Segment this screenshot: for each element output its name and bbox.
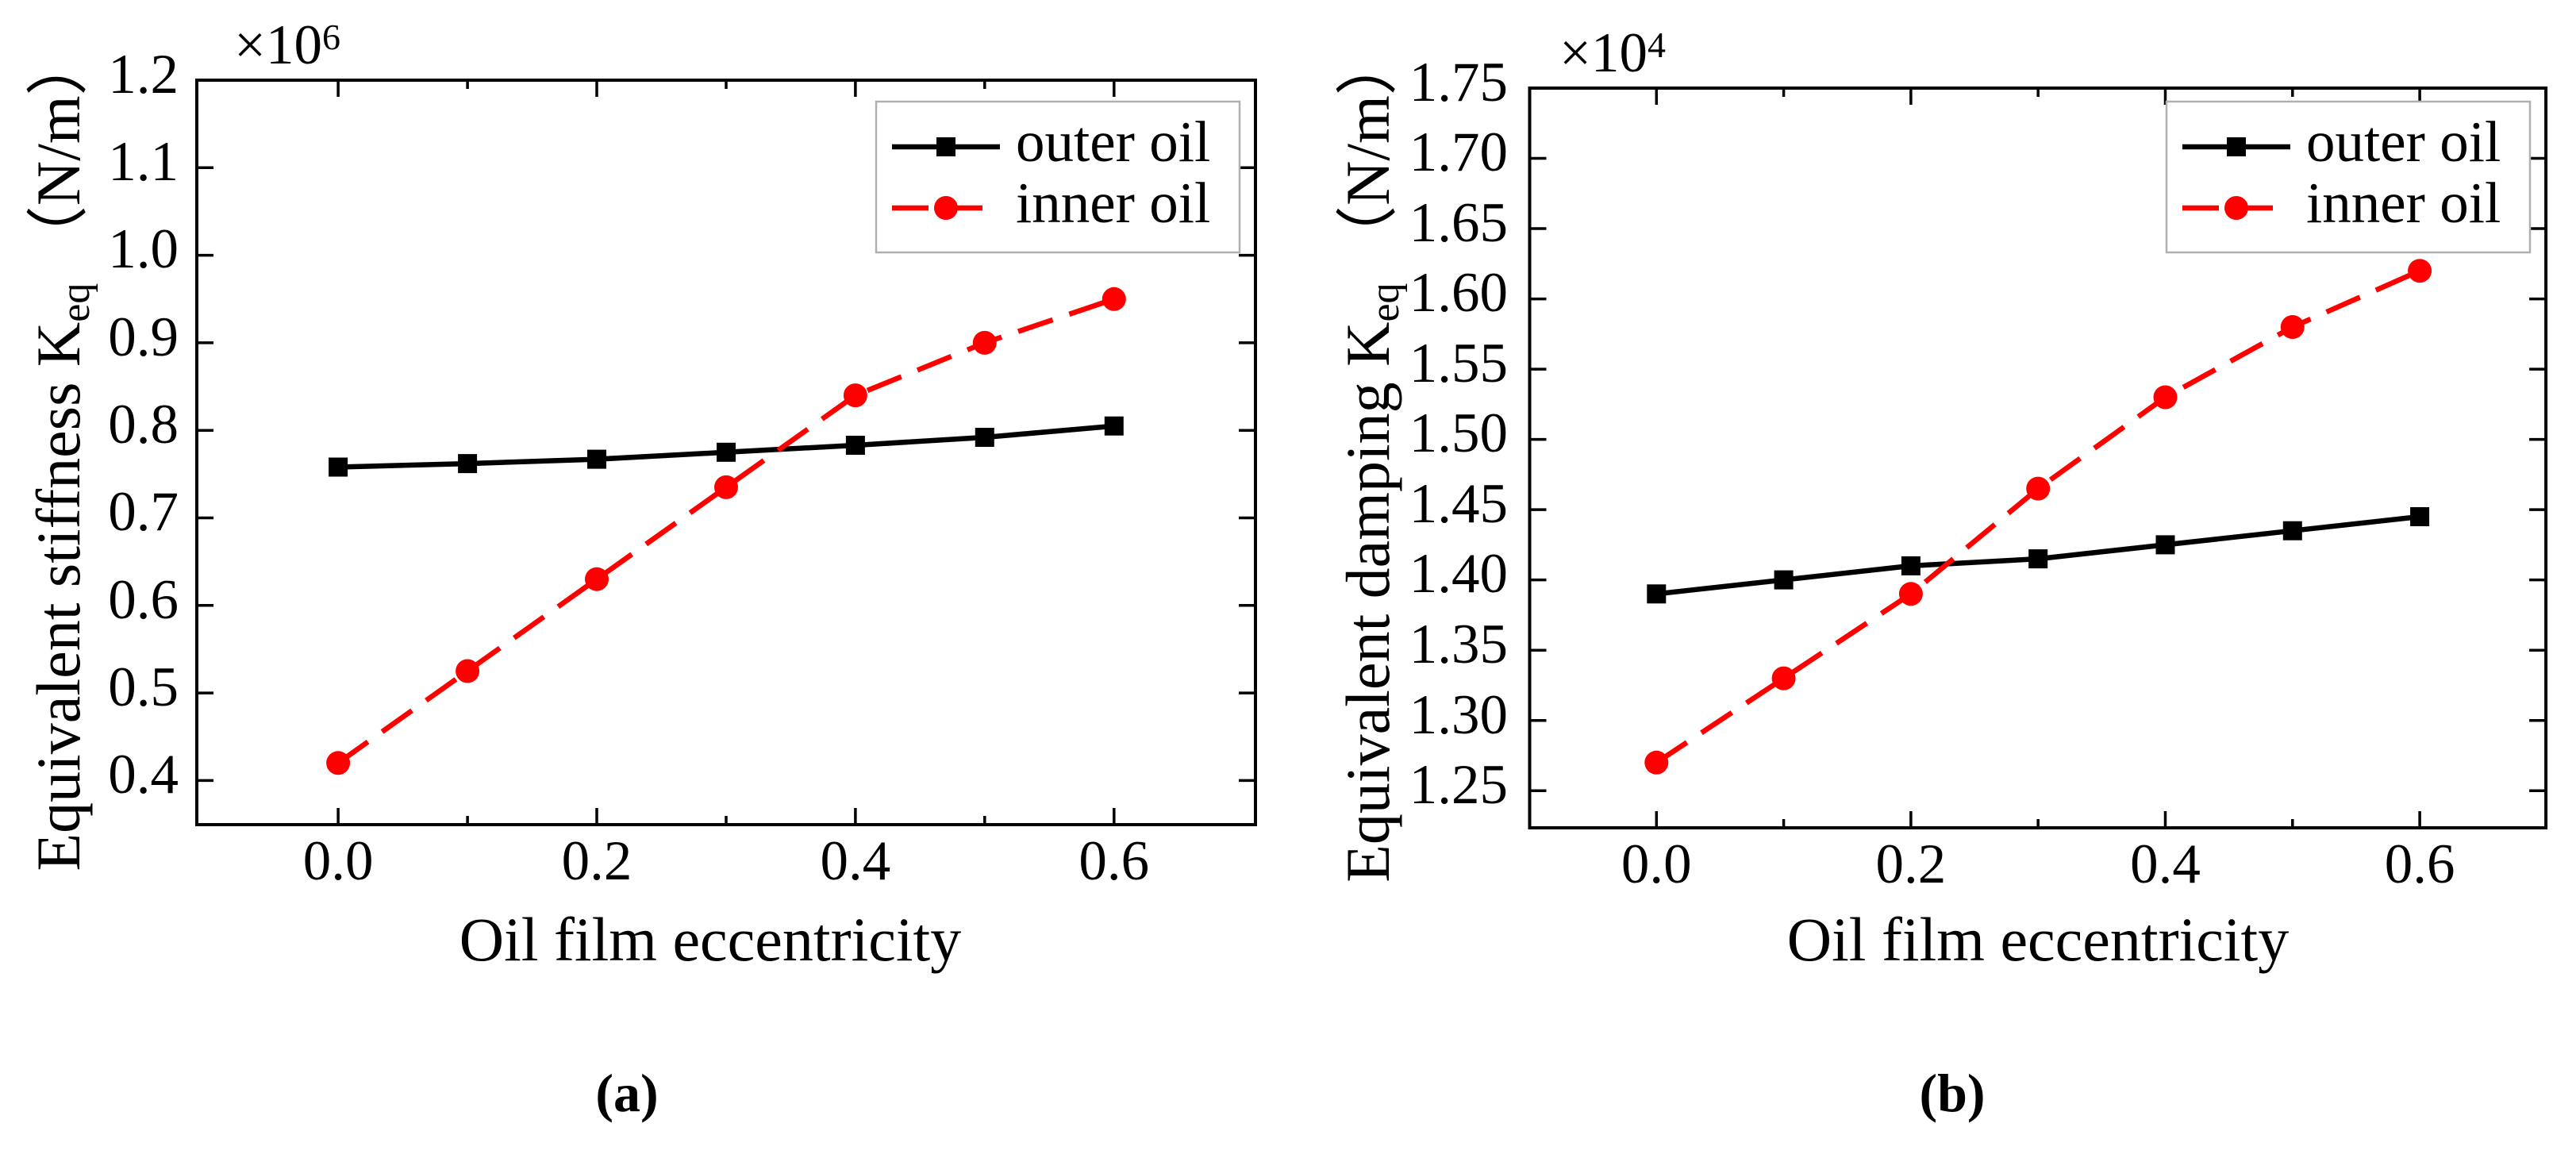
svg-text:0.2: 0.2: [1876, 833, 1947, 895]
svg-text:1.0: 1.0: [108, 218, 179, 280]
svg-text:0.4: 0.4: [108, 744, 179, 806]
svg-text:inner oil: inner oil: [2306, 171, 2501, 235]
svg-text:outer oil: outer oil: [1016, 110, 1210, 174]
svg-text:Equivalent stiffness Keq （N/m）: Equivalent stiffness Keq （N/m）: [24, 33, 98, 871]
svg-text:0.6: 0.6: [108, 569, 179, 631]
svg-text:0.5: 0.5: [108, 656, 179, 718]
svg-text:1.50: 1.50: [1409, 402, 1508, 464]
svg-text:1.35: 1.35: [1409, 614, 1508, 675]
svg-text:(b): (b): [1919, 1063, 1985, 1123]
svg-text:1.1: 1.1: [108, 131, 179, 193]
svg-text:Equivalent damping Keq （N/m）: Equivalent damping Keq （N/m）: [1333, 33, 1408, 882]
svg-text:1.45: 1.45: [1409, 473, 1508, 535]
svg-text:1.70: 1.70: [1409, 121, 1508, 183]
svg-text:0.4: 0.4: [2130, 833, 2201, 895]
svg-text:1.2: 1.2: [108, 44, 179, 106]
svg-text:0.9: 0.9: [108, 306, 179, 368]
svg-text:outer oil: outer oil: [2306, 110, 2501, 174]
svg-text:0.6: 0.6: [1078, 830, 1149, 892]
svg-text:1.65: 1.65: [1409, 192, 1508, 254]
svg-text:1.60: 1.60: [1409, 262, 1508, 324]
svg-text:0.8: 0.8: [108, 394, 179, 456]
svg-text:1.40: 1.40: [1409, 543, 1508, 605]
svg-text:1.75: 1.75: [1409, 52, 1508, 113]
svg-text:Oil film eccentricity: Oil film eccentricity: [1787, 905, 2289, 974]
svg-text:0.7: 0.7: [108, 481, 179, 543]
svg-text:1.30: 1.30: [1409, 684, 1508, 746]
svg-text:0.2: 0.2: [562, 830, 632, 892]
svg-text:0.6: 0.6: [2385, 833, 2455, 895]
svg-text:Oil film eccentricity: Oil film eccentricity: [459, 905, 961, 974]
svg-text:1.55: 1.55: [1409, 333, 1508, 394]
svg-text:1.25: 1.25: [1409, 754, 1508, 816]
svg-text:inner oil: inner oil: [1016, 171, 1210, 235]
svg-text:0.0: 0.0: [1621, 833, 1692, 895]
svg-text:0.0: 0.0: [303, 830, 374, 892]
svg-text:0.4: 0.4: [821, 830, 891, 892]
svg-text:(a): (a): [595, 1063, 658, 1123]
